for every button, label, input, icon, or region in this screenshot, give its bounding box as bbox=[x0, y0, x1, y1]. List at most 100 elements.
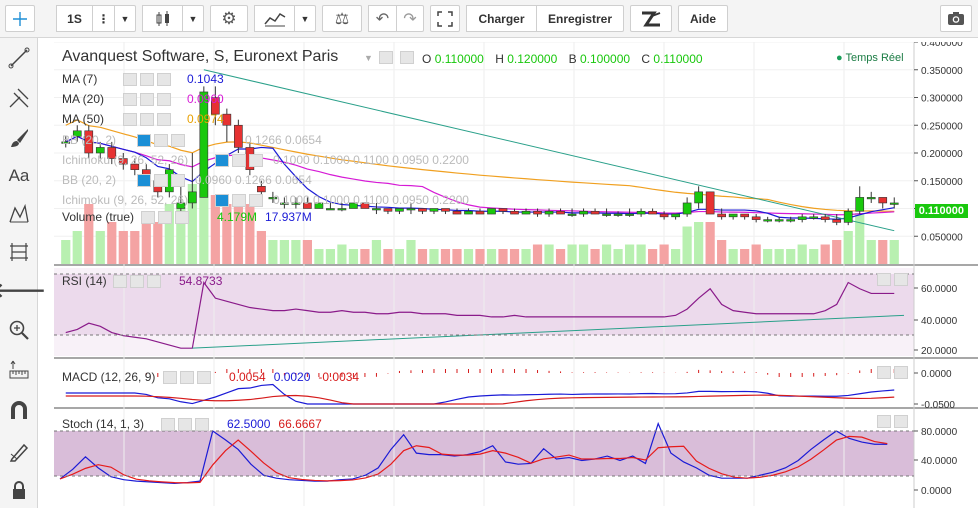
eye-icon[interactable] bbox=[123, 112, 137, 126]
gear-icon[interactable] bbox=[130, 274, 144, 288]
save-button[interactable]: Enregistrer bbox=[536, 5, 624, 32]
volume-bar bbox=[199, 184, 209, 264]
settings-button[interactable]: ⚙ bbox=[210, 5, 248, 32]
interval-more-button[interactable]: ⋮ bbox=[92, 5, 114, 32]
lock-tool-button[interactable] bbox=[3, 474, 35, 506]
close-icon[interactable] bbox=[157, 72, 171, 86]
gear-icon[interactable] bbox=[232, 193, 246, 207]
close-icon[interactable] bbox=[195, 417, 209, 431]
candle-body bbox=[648, 210, 657, 215]
gear-icon[interactable] bbox=[178, 417, 192, 431]
ma20-legend[interactable]: MA (20) 0.0960 bbox=[62, 92, 224, 106]
chart-area[interactable]: 0.400000 0.350000 0.300000 0.250000 0.200000… bbox=[54, 38, 978, 508]
gear-icon[interactable] bbox=[399, 51, 414, 65]
fullscreen-button[interactable] bbox=[430, 5, 460, 32]
gear-icon[interactable] bbox=[154, 173, 168, 187]
stoch-d-value: 66.6667 bbox=[278, 417, 322, 431]
pattern-tool-button[interactable] bbox=[3, 198, 35, 230]
close-icon[interactable] bbox=[197, 370, 211, 384]
eye-icon[interactable] bbox=[141, 210, 155, 224]
pattern-icon bbox=[9, 203, 29, 223]
back-tool-button[interactable]: 🡐 bbox=[0, 274, 46, 306]
eye-icon[interactable] bbox=[215, 153, 229, 167]
eraser-tool-button[interactable] bbox=[3, 436, 35, 468]
arrow-up-icon[interactable] bbox=[877, 273, 891, 287]
volume-legend[interactable]: Volume (true) 4.179M 17.937M bbox=[62, 210, 312, 224]
line-tool-button[interactable] bbox=[3, 42, 35, 74]
rsi-legend[interactable]: RSI (14) 54.8733 bbox=[62, 274, 222, 288]
close-icon[interactable] bbox=[249, 193, 263, 207]
screenshot-button[interactable] bbox=[940, 5, 972, 32]
ma50-legend[interactable]: MA (50) 0.0974 bbox=[62, 112, 224, 126]
eye-icon[interactable] bbox=[137, 173, 151, 187]
title-controls[interactable]: ▼ bbox=[364, 50, 414, 65]
chevron-down-icon: ▼ bbox=[120, 13, 130, 24]
interval-dropdown-button[interactable]: ▼ bbox=[114, 5, 136, 32]
close-icon[interactable] bbox=[147, 274, 161, 288]
zone-bourse-logo-button[interactable] bbox=[630, 5, 672, 32]
bb2-legend[interactable]: BB (20, 2) 0.0960 0.1266 0.0654 bbox=[62, 173, 312, 187]
volume-bar bbox=[314, 249, 324, 264]
ma7-legend[interactable]: MA (7) 0.1043 bbox=[62, 72, 224, 86]
close-icon[interactable] bbox=[157, 112, 171, 126]
undo-button[interactable]: ↶ bbox=[368, 5, 396, 32]
stoch-pane-controls[interactable] bbox=[874, 414, 908, 429]
pitchfork-tool-button[interactable] bbox=[3, 82, 35, 114]
indicators-dropdown-button[interactable]: ▼ bbox=[294, 5, 316, 32]
candle-body bbox=[257, 186, 266, 193]
arrow-up-icon[interactable] bbox=[877, 366, 891, 380]
bb-values: 0.1266 0.0654 bbox=[245, 133, 322, 147]
compare-button[interactable]: ⚖ bbox=[322, 5, 362, 32]
eye-icon[interactable] bbox=[161, 417, 175, 431]
eye-icon[interactable] bbox=[163, 370, 177, 384]
gear-icon[interactable] bbox=[232, 153, 246, 167]
ichimoku2-legend[interactable]: Ichimoku (9, 26, 52, 26) 0.1000 0.1000 0… bbox=[62, 193, 469, 207]
gear-icon[interactable] bbox=[180, 370, 194, 384]
chart-style-button[interactable] bbox=[142, 5, 182, 32]
gear-icon[interactable] bbox=[140, 92, 154, 106]
macd-pane-controls[interactable] bbox=[874, 365, 908, 380]
rsi-pane-controls[interactable] bbox=[874, 272, 908, 287]
eye-icon[interactable] bbox=[113, 274, 127, 288]
stoch-legend[interactable]: Stoch (14, 1, 3) 62.5000 66.6667 bbox=[62, 417, 322, 431]
bb-legend[interactable]: BB (20, 2) 0.1266 0.0654 bbox=[62, 133, 322, 147]
macd-legend[interactable]: MACD (12, 26, 9) 0.0054 0.0020 -0.0034 bbox=[62, 370, 359, 384]
arrow-up-icon[interactable] bbox=[877, 415, 891, 429]
eye-icon[interactable] bbox=[123, 92, 137, 106]
redo-button[interactable]: ↷ bbox=[396, 5, 424, 32]
arrow-down-icon[interactable] bbox=[894, 415, 908, 429]
load-button[interactable]: Charger bbox=[466, 5, 536, 32]
candle-body bbox=[774, 219, 784, 222]
gear-icon[interactable] bbox=[140, 72, 154, 86]
arrow-down-icon[interactable] bbox=[894, 366, 908, 380]
eye-icon[interactable] bbox=[137, 133, 151, 147]
arrow-down-icon[interactable] bbox=[894, 273, 908, 287]
magnet-tool-button[interactable] bbox=[3, 394, 35, 426]
volume-bar bbox=[176, 204, 186, 264]
interval-selector[interactable]: 1S bbox=[56, 5, 92, 32]
close-icon[interactable] bbox=[171, 133, 185, 147]
ichimoku-legend[interactable]: Ichimoku (9, 26, 52, 26) 0.1000 0.1000 0… bbox=[62, 153, 469, 167]
gear-icon[interactable] bbox=[158, 210, 172, 224]
eye-icon[interactable] bbox=[379, 51, 394, 65]
text-tool-button[interactable]: Aa bbox=[3, 160, 35, 192]
volume-bar bbox=[95, 231, 105, 264]
zoom-tool-button[interactable] bbox=[3, 314, 35, 346]
indicators-button[interactable] bbox=[254, 5, 294, 32]
chart-style-dropdown-button[interactable]: ▼ bbox=[182, 5, 204, 32]
eye-icon[interactable] bbox=[215, 193, 229, 207]
brush-tool-button[interactable] bbox=[3, 122, 35, 154]
gear-icon[interactable] bbox=[140, 112, 154, 126]
crosshair-tool-button[interactable] bbox=[5, 5, 35, 32]
gear-icon[interactable] bbox=[154, 133, 168, 147]
close-icon[interactable] bbox=[157, 92, 171, 106]
chart-canvas[interactable]: 0.400000 0.350000 0.300000 0.250000 0.200000… bbox=[54, 38, 978, 508]
eye-icon[interactable] bbox=[123, 72, 137, 86]
measure-tool-button[interactable] bbox=[3, 236, 35, 268]
close-icon[interactable] bbox=[249, 153, 263, 167]
price-axis[interactable]: 0.400000 0.350000 0.300000 0.250000 0.200000… bbox=[914, 38, 963, 497]
close-icon[interactable] bbox=[171, 173, 185, 187]
close-icon[interactable] bbox=[175, 210, 189, 224]
ruler-tool-button[interactable] bbox=[3, 354, 35, 386]
help-button[interactable]: Aide bbox=[678, 5, 728, 32]
